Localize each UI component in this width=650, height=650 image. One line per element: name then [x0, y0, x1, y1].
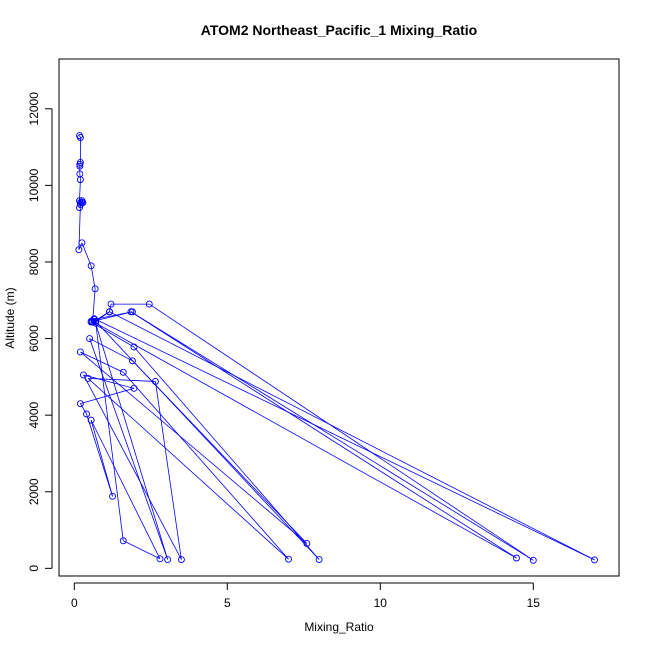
series-segment — [79, 179, 81, 201]
series-points — [75, 132, 598, 564]
x-axis: 0 5 10 15 — [71, 582, 541, 610]
data-point — [285, 555, 292, 563]
data-point — [84, 374, 92, 382]
series-segment — [89, 338, 133, 362]
data-point — [76, 348, 84, 356]
data-point — [76, 176, 84, 184]
series-segment — [90, 321, 135, 348]
data-point — [109, 492, 117, 500]
y-tick-label: 10000 — [27, 168, 41, 202]
series-segment — [154, 381, 182, 560]
series-segment — [80, 351, 124, 373]
series-segment — [78, 242, 83, 250]
y-axis-label: Altitude (m) — [3, 287, 17, 348]
data-point — [128, 357, 136, 365]
plot-frame — [58, 58, 620, 577]
data-point — [119, 368, 127, 376]
series-segment — [109, 304, 112, 312]
series-segment — [132, 360, 308, 544]
data-point — [513, 554, 520, 562]
y-tick-label: 4000 — [27, 401, 41, 428]
data-point — [529, 556, 537, 564]
series-segment — [92, 320, 517, 559]
data-point — [591, 556, 598, 564]
data-point — [76, 162, 84, 170]
series-segment — [109, 311, 595, 561]
series-segment — [87, 378, 289, 560]
series-segment — [123, 540, 161, 560]
data-point — [127, 308, 135, 316]
data-point — [78, 239, 86, 247]
data-point — [87, 262, 95, 270]
series-segment — [83, 374, 135, 389]
y-tick-label: 6000 — [27, 325, 41, 352]
data-point — [91, 285, 99, 293]
x-tick-label: 5 — [224, 596, 231, 610]
series-segment — [130, 311, 517, 559]
data-point — [145, 300, 153, 308]
data-point — [76, 160, 84, 168]
x-axis-label: Mixing_Ratio — [304, 620, 374, 634]
data-point — [87, 317, 95, 325]
series-segment — [80, 387, 135, 405]
data-point — [76, 400, 84, 408]
data-point — [177, 556, 185, 563]
data-point — [315, 556, 323, 563]
series-segment — [90, 419, 161, 559]
series-segment — [95, 321, 320, 560]
data-point — [164, 556, 172, 563]
y-tick-label: 2000 — [27, 478, 41, 505]
data-point — [130, 384, 138, 392]
data-point — [86, 335, 94, 343]
series-segment — [90, 420, 113, 497]
series-segment — [93, 318, 169, 560]
series-segment — [130, 311, 534, 561]
data-point — [76, 201, 84, 208]
series-segment — [79, 135, 81, 138]
x-tick-label: 0 — [71, 596, 78, 610]
data-point — [151, 378, 159, 385]
data-point — [80, 371, 87, 379]
data-point — [76, 204, 83, 212]
series-segment — [80, 351, 308, 544]
chart-title: ATOM2 Northeast_Pacific_1 Mixing_Ratio — [201, 22, 477, 38]
y-axis: 0 2000 4000 6000 8000 10000 12000 — [27, 92, 53, 572]
y-tick-label: 0 — [27, 565, 41, 572]
series-segment — [122, 371, 289, 560]
y-tick-label: 12000 — [27, 92, 41, 126]
series-lines — [78, 135, 595, 561]
data-point — [130, 343, 138, 351]
data-point — [106, 308, 113, 316]
y-tick-label: 8000 — [27, 248, 41, 275]
data-point — [92, 319, 100, 327]
data-point — [119, 537, 127, 545]
data-point — [303, 539, 311, 547]
data-point — [83, 410, 90, 418]
x-tick-label: 15 — [527, 596, 541, 610]
data-point — [156, 555, 164, 563]
data-point — [87, 416, 95, 424]
series-segment — [95, 323, 124, 541]
series-segment — [149, 303, 534, 561]
series-segment — [81, 242, 92, 266]
series-segment — [90, 265, 96, 289]
series-segment — [83, 374, 182, 560]
series-segment — [80, 403, 87, 415]
data-point — [75, 246, 83, 254]
x-tick-label: 10 — [374, 596, 388, 610]
series-segment — [94, 318, 595, 561]
data-point — [76, 134, 84, 141]
data-point — [107, 300, 115, 308]
series-segment — [86, 413, 113, 497]
